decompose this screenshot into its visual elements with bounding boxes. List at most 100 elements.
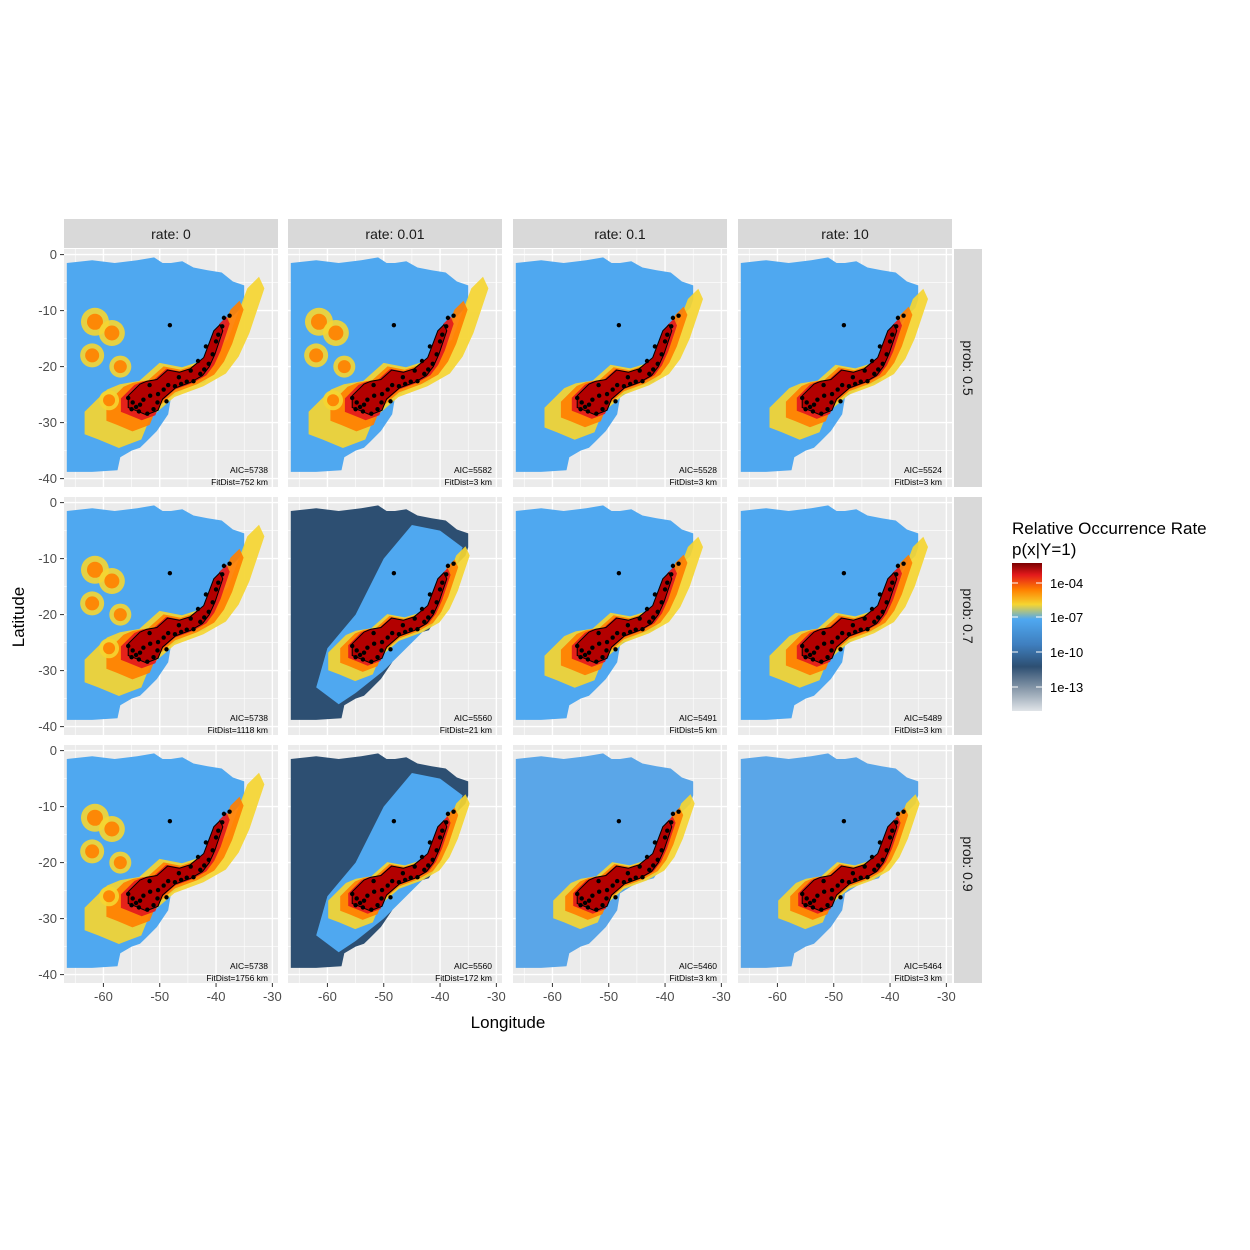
column-strip (513, 219, 727, 248)
occurrence-point (203, 592, 209, 597)
occurrence-point (184, 379, 189, 384)
occurrence-point (210, 600, 215, 605)
range-fill (802, 820, 897, 911)
occurrence-point (865, 874, 870, 880)
occurrence-point (670, 811, 676, 817)
legend-ticks: 1e-04 1e-07 1e-10 1e-13 (1012, 576, 1083, 695)
occurrence-point (614, 878, 620, 884)
occurrence-point (167, 818, 173, 824)
occurrence-point (206, 609, 211, 614)
facet-panel: AIC=5560 FitDist=172 km (288, 745, 502, 983)
occurrence-point (594, 659, 599, 664)
occurrence-point (604, 391, 610, 397)
occurrence-point (633, 379, 638, 384)
column-strip-label: rate: 0.1 (594, 226, 646, 242)
occurrence-point (141, 645, 146, 650)
axes: 0 -10 -20 -30 -40 0 -10 -20 -30 -40 0 -10 -20 -30 -40 -… (38, 247, 956, 1004)
occurrence-point (430, 857, 435, 862)
occurrence-point (839, 382, 845, 388)
range-outline (127, 323, 224, 416)
y-tick-label: -10 (38, 799, 57, 814)
occurrence-point (136, 657, 142, 662)
occurrence-point (807, 652, 813, 658)
occurrence-point (880, 361, 885, 366)
occurrence-point (389, 878, 395, 884)
occurrence-point (126, 891, 131, 897)
occurrence-point (167, 570, 173, 576)
occurrence-point (596, 889, 602, 894)
occurrence-point (887, 339, 893, 344)
occurrence-point (375, 902, 380, 908)
x-tick-label: -50 (150, 989, 169, 1004)
occurrence-point (164, 895, 169, 900)
occurrence-point (807, 404, 813, 410)
x-tick-label: -60 (543, 989, 562, 1004)
y-tick-label: -40 (38, 719, 57, 734)
occurrence-point (379, 639, 385, 645)
range-outline (576, 323, 673, 416)
occurrence-point (427, 592, 433, 597)
occurrence-point (419, 358, 425, 364)
y-tick-label: -30 (38, 911, 57, 926)
occurrence-point (600, 406, 605, 412)
y-tick-label: 0 (50, 247, 57, 262)
occurrence-point (412, 368, 417, 373)
occurrence-point (198, 371, 203, 377)
occurrence-point (582, 652, 588, 658)
raster-band (104, 325, 120, 341)
occurrence-point (419, 606, 425, 612)
occurrence-point (389, 630, 395, 636)
y-tick-label: -20 (38, 607, 57, 622)
occurrence-point (396, 880, 402, 885)
occurrence-point (155, 887, 161, 893)
occurrence-point (858, 627, 863, 632)
occurrence-point (371, 382, 376, 388)
occurrence-point (188, 616, 193, 621)
occurrence-point (835, 883, 840, 888)
aic-label: AIC=5582 (454, 465, 492, 475)
occurrence-point (821, 393, 827, 398)
column-strip (738, 219, 952, 248)
range-fill (128, 572, 223, 663)
occurrence-point (803, 654, 808, 660)
occurrence-point (815, 397, 820, 402)
occurrence-point (862, 864, 867, 869)
occurrence-point (838, 647, 843, 652)
occurrence-point (402, 877, 408, 883)
x-tick-label: -60 (318, 989, 337, 1004)
occurrence-point (195, 358, 201, 364)
facet-panel: AIC=5528 FitDist=3 km (513, 249, 727, 487)
occurrence-point (662, 835, 668, 840)
occurrence-point (434, 848, 439, 853)
occurrence-point (353, 902, 358, 908)
aic-label: AIC=5738 (230, 465, 268, 475)
occurrence-point (176, 871, 182, 876)
occurrence-point (137, 898, 143, 903)
occurrence-point (221, 563, 227, 569)
occurrence-point (594, 907, 599, 912)
x-tick-label: -40 (881, 989, 900, 1004)
column-strip-label: rate: 0 (151, 226, 191, 242)
occurrence-point (198, 867, 203, 873)
occurrence-point (862, 368, 867, 373)
column-facet-strips: rate: 0 rate: 0.01 rate: 0.1 rate: 10 (64, 219, 952, 248)
occurrence-point (147, 382, 152, 388)
occurrence-point (379, 896, 384, 901)
occurrence-point (821, 630, 826, 636)
occurrence-point (590, 397, 595, 402)
occurrence-point (616, 570, 622, 576)
occurrence-point (659, 600, 664, 605)
occurrence-point (600, 902, 605, 908)
occurrence-point (172, 880, 178, 885)
occurrence-point (141, 893, 146, 898)
facet-panels: AIC=5738 FitDist=752 km AIC=5582 FitDist=3 … (64, 249, 952, 983)
facet-panel: AIC=5738 FitDist=752 km (64, 249, 278, 487)
occurrence-point (647, 371, 652, 377)
occurrence-point (865, 626, 870, 632)
occurrence-point (876, 863, 881, 868)
occurrence-point (391, 818, 397, 824)
occurrence-point (858, 379, 863, 384)
occurrence-point (869, 854, 875, 860)
occurrence-point (422, 371, 427, 377)
occurrence-point (379, 400, 384, 405)
